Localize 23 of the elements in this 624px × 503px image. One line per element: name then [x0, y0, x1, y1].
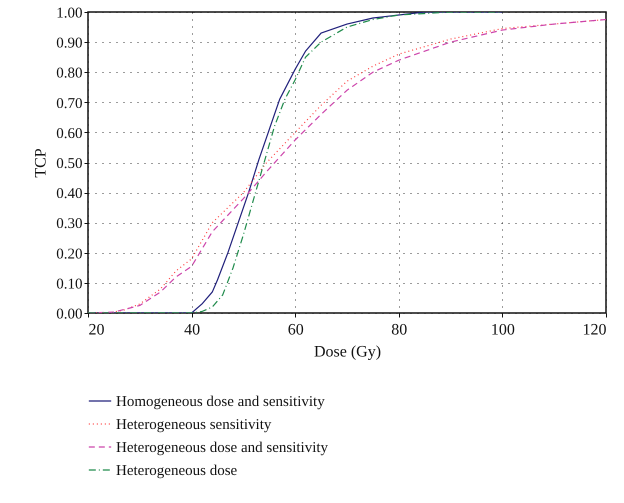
y-tick-label: 0.00: [56, 306, 82, 322]
y-tick-label: 0.80: [56, 66, 82, 82]
y-tick-label: 1.00: [56, 6, 82, 22]
y-tick-label: 0.70: [56, 96, 82, 112]
x-tick-label: 40: [184, 322, 200, 338]
y-tick-label: 0.30: [56, 216, 82, 232]
y-tick-label: 0.90: [56, 36, 82, 52]
x-axis-title: Dose (Gy): [314, 344, 382, 360]
legend-label: Homogeneous dose and sensitivity: [116, 394, 326, 410]
y-tick-label: 0.10: [56, 276, 82, 292]
x-tick-label: 80: [391, 322, 408, 338]
legend-label: Heterogeneous sensitivity: [116, 417, 272, 433]
y-axis-title: TCP: [32, 148, 50, 178]
legend-label: Heterogeneous dose and sensitivity: [116, 440, 329, 456]
x-tick-label: 120: [582, 322, 606, 338]
y-tick-label: 0.20: [56, 246, 82, 262]
legend-label: Heterogeneous dose: [116, 463, 238, 479]
x-tick-label: 20: [88, 322, 104, 338]
x-tick-label: 60: [288, 322, 304, 338]
y-tick-label: 0.50: [56, 156, 82, 172]
y-tick-label: 0.60: [56, 126, 82, 142]
y-tick-label: 0.40: [56, 186, 82, 202]
x-tick-label: 100: [490, 322, 515, 338]
